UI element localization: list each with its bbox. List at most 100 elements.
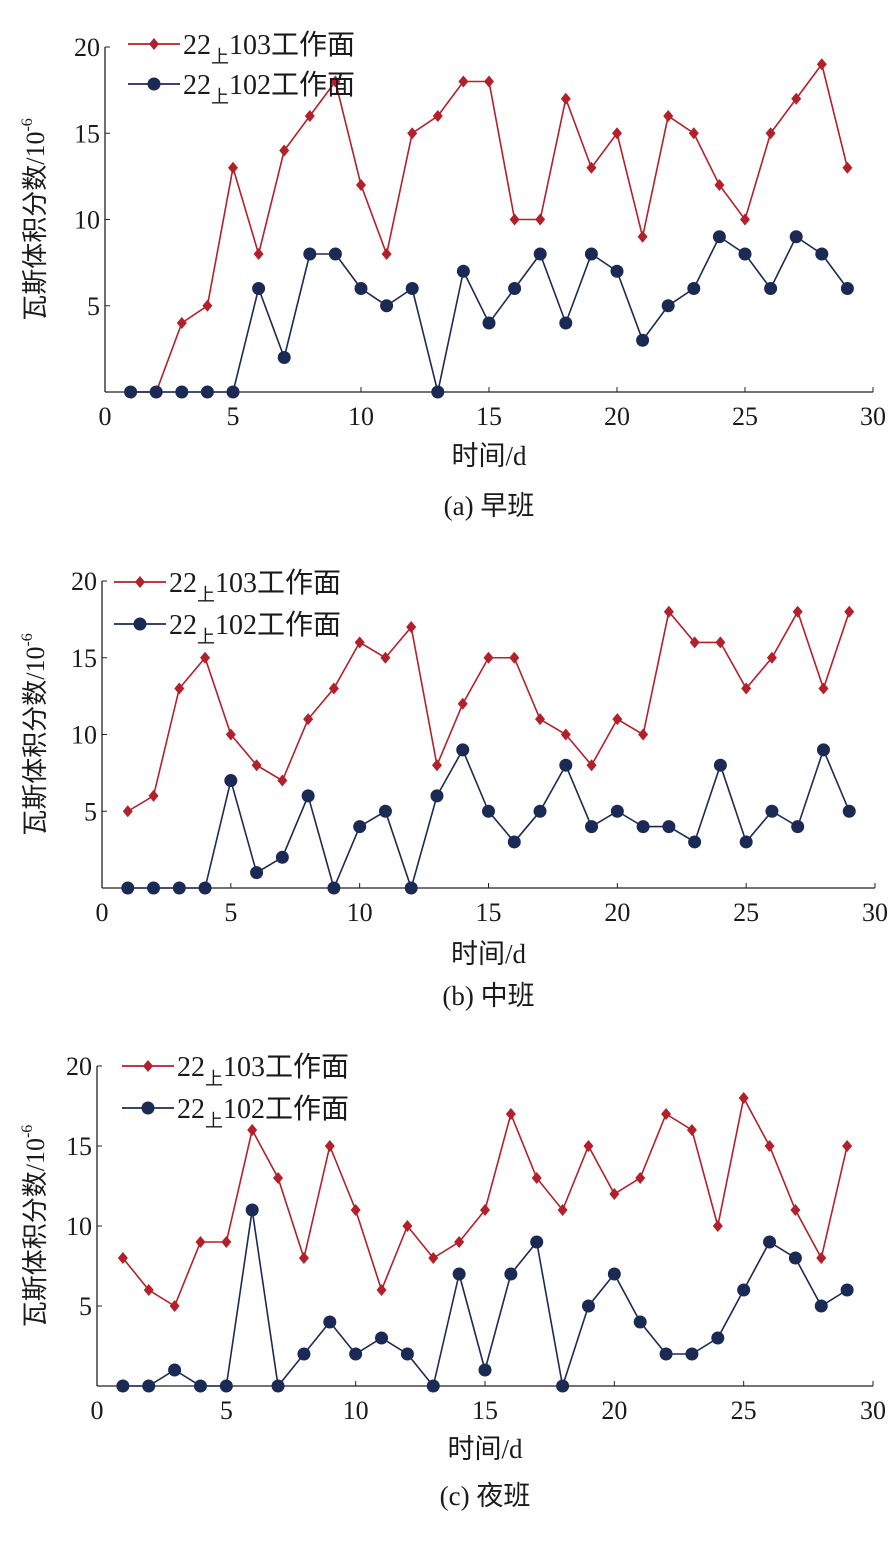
x-tick-label: 10 [347,898,373,927]
legend-label-main: 22 [169,568,197,599]
data-point-circle [530,1235,544,1249]
data-point-circle [275,850,289,864]
data-point-circle [328,247,342,261]
data-point-circle [713,758,727,772]
data-point-circle [378,804,392,818]
data-point-circle [404,881,418,895]
data-point-diamond [738,1092,749,1104]
x-tick-label: 15 [476,402,502,431]
data-point-circle [124,385,138,399]
data-point-circle [354,282,368,295]
y-axis-label-exponent: -6 [19,633,36,646]
x-tick-label: 5 [220,1396,233,1425]
data-point-circle [353,820,367,834]
data-point-diamond [818,682,829,695]
y-axis-label-exponent: -6 [19,118,36,131]
data-point-circle [661,299,675,313]
data-point-diamond [117,1252,128,1264]
y-tick-label: 5 [84,797,97,826]
data-point-diamond [304,110,315,122]
data-point-circle [556,1379,570,1393]
data-point-circle [763,1235,777,1249]
y-tick-label: 20 [74,33,100,62]
data-point-circle [456,743,470,757]
data-point-circle [584,247,598,261]
data-point-circle [142,1379,156,1393]
y-axis-label: 瓦斯体积分数/10-6 [19,1125,50,1328]
data-point-diamond [842,1140,853,1152]
data-point-circle [662,820,676,834]
data-point-diamond [428,1252,439,1264]
data-point-diamond [169,1300,180,1312]
data-point-circle [175,385,189,399]
legend-circle-icon [133,617,147,631]
legend-label-rest: 102工作面 [215,609,341,641]
x-tick-label: 30 [860,1396,886,1425]
data-point-diamond [273,1172,284,1184]
data-point-diamond [376,1284,387,1296]
series-line-1 [127,747,850,891]
data-point-circle [685,1347,699,1361]
data-point-circle [200,385,214,399]
x-axis-label: 时间/d [451,939,527,969]
x-tick-label: 30 [862,898,888,927]
data-point-circle [814,1299,828,1313]
data-point-circle [840,1283,854,1297]
series-line-0 [122,1095,848,1308]
x-tick-label: 0 [96,898,109,927]
y-axis-label: 瓦斯体积分数/10-6 [19,118,50,321]
data-point-circle [400,1347,414,1361]
x-tick-label: 5 [227,402,240,431]
data-point-diamond [686,1124,697,1136]
data-point-diamond [454,1236,465,1248]
data-point-diamond [790,1204,801,1216]
data-point-diamond [279,144,290,157]
chart-caption: (a) 早班 [444,491,535,521]
data-point-diamond [842,161,853,174]
data-point-diamond [330,75,341,88]
data-point-diamond [406,621,417,634]
data-point-circle [659,1347,673,1361]
chart-panel-0: 0 5 10 15 20 25 30 5 10 15 20 时间/d (a) 早班 瓦斯体积分数/10-6… [19,29,886,521]
legend-label: 22上103工作面 [177,1051,349,1089]
data-point-circle [815,247,829,261]
x-tick-label: 15 [476,898,502,927]
data-point-diamond [586,161,597,174]
chart-panel-2: 0 5 10 15 20 25 30 5 10 15 20 时间/d (c) 夜班 瓦斯体积分数/10-6… [19,1051,886,1511]
data-point-diamond [586,759,597,772]
data-point-circle [426,1379,440,1393]
x-tick-label: 15 [472,1396,498,1425]
data-point-circle [788,1251,802,1265]
legend-label-sub: 上 [211,87,229,107]
data-point-diamond [560,92,571,105]
data-point-diamond [509,213,520,226]
x-tick-label: 10 [348,402,374,431]
data-point-diamond [792,605,803,618]
data-point-diamond [535,713,546,726]
data-point-circle [712,230,726,244]
legend-label-sub: 上 [205,1111,223,1131]
data-point-circle [789,230,803,244]
y-tick-label: 15 [71,644,97,673]
data-point-diamond [531,1172,542,1184]
legend-diamond-icon [135,576,145,588]
y-tick-label: 20 [66,1052,92,1081]
data-point-circle [380,299,394,313]
data-point-circle [581,1299,595,1313]
data-point-diamond [432,110,443,122]
legend-label-sub: 上 [197,627,215,647]
data-point-diamond [195,1236,206,1248]
data-point-diamond [381,248,392,260]
data-point-circle [303,247,317,261]
data-point-circle [431,385,445,399]
y-tick-label: 20 [71,567,97,596]
x-tick-label: 0 [99,402,112,431]
legend-label: 22上102工作面 [169,609,341,647]
legend-label-rest: 102工作面 [223,1093,349,1125]
y-tick-label: 15 [74,119,100,148]
data-point-diamond [557,1204,568,1216]
data-point-circle [737,1283,751,1297]
data-point-circle [711,1331,725,1345]
data-point-diamond [484,75,494,88]
